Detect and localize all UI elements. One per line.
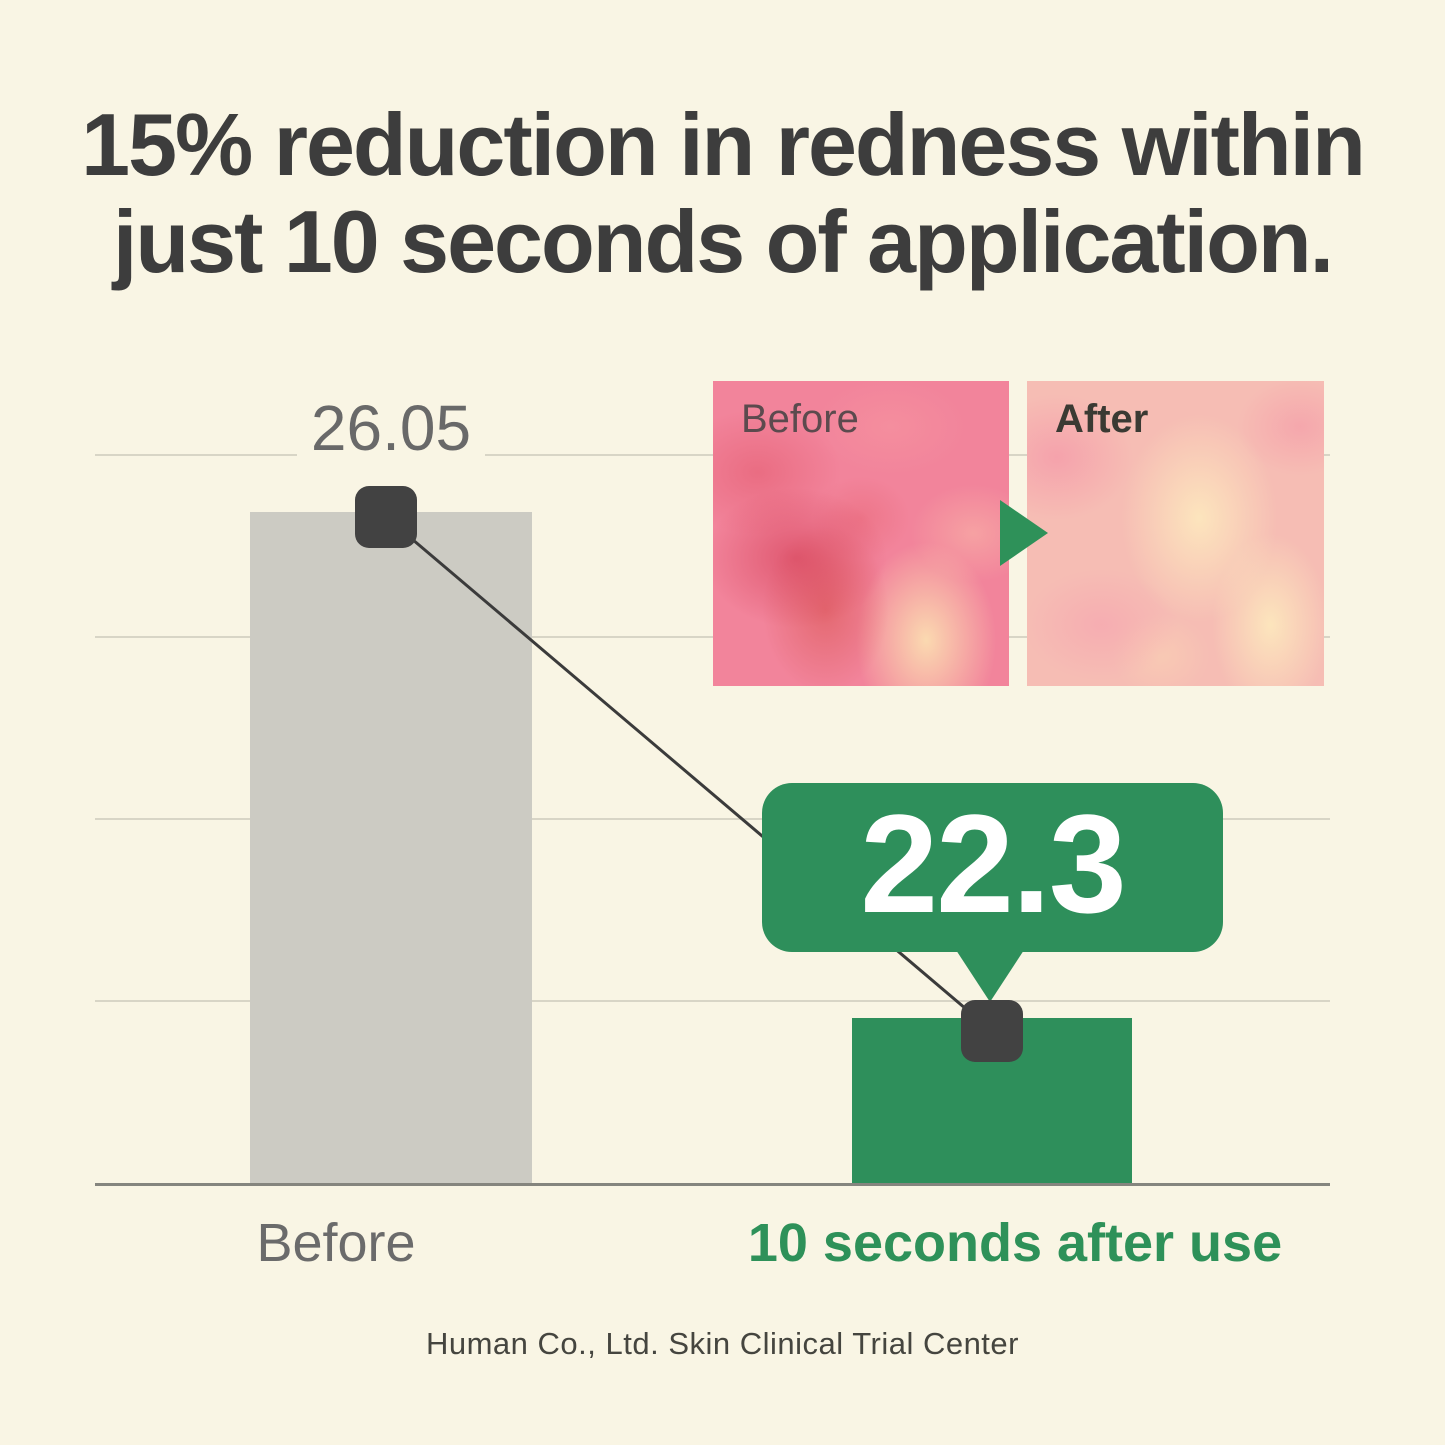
photo-label-after: After (1055, 397, 1149, 441)
data-point-marker-after (961, 1000, 1023, 1062)
value-bubble-after: 22.3 (762, 783, 1223, 1002)
skin-photo-after: After (1027, 381, 1324, 686)
value-label-before: 26.05 (250, 394, 532, 462)
source-citation: Human Co., Ltd. Skin Clinical Trial Cent… (425, 1326, 1019, 1361)
x-axis-line (95, 1183, 1330, 1186)
page-title-line1: 15% reduction in redness within (81, 95, 1366, 194)
x-label-before: Before (256, 1213, 416, 1273)
value-label-after: 22.3 (860, 785, 1126, 942)
photo-label-before: Before (741, 397, 859, 441)
skin-photo-before: Before (713, 381, 1009, 686)
x-label-after: 10 seconds after use (747, 1213, 1283, 1273)
page-title: 15% reduction in redness within just 10 … (0, 96, 1445, 290)
data-point-marker-before (355, 486, 417, 548)
bar-before (250, 512, 532, 1183)
page-title-line2: just 10 seconds of application. (112, 192, 1334, 291)
gridline (95, 454, 1330, 456)
arrow-right-icon (1000, 500, 1048, 566)
bubble-tail-icon (956, 950, 1024, 1002)
